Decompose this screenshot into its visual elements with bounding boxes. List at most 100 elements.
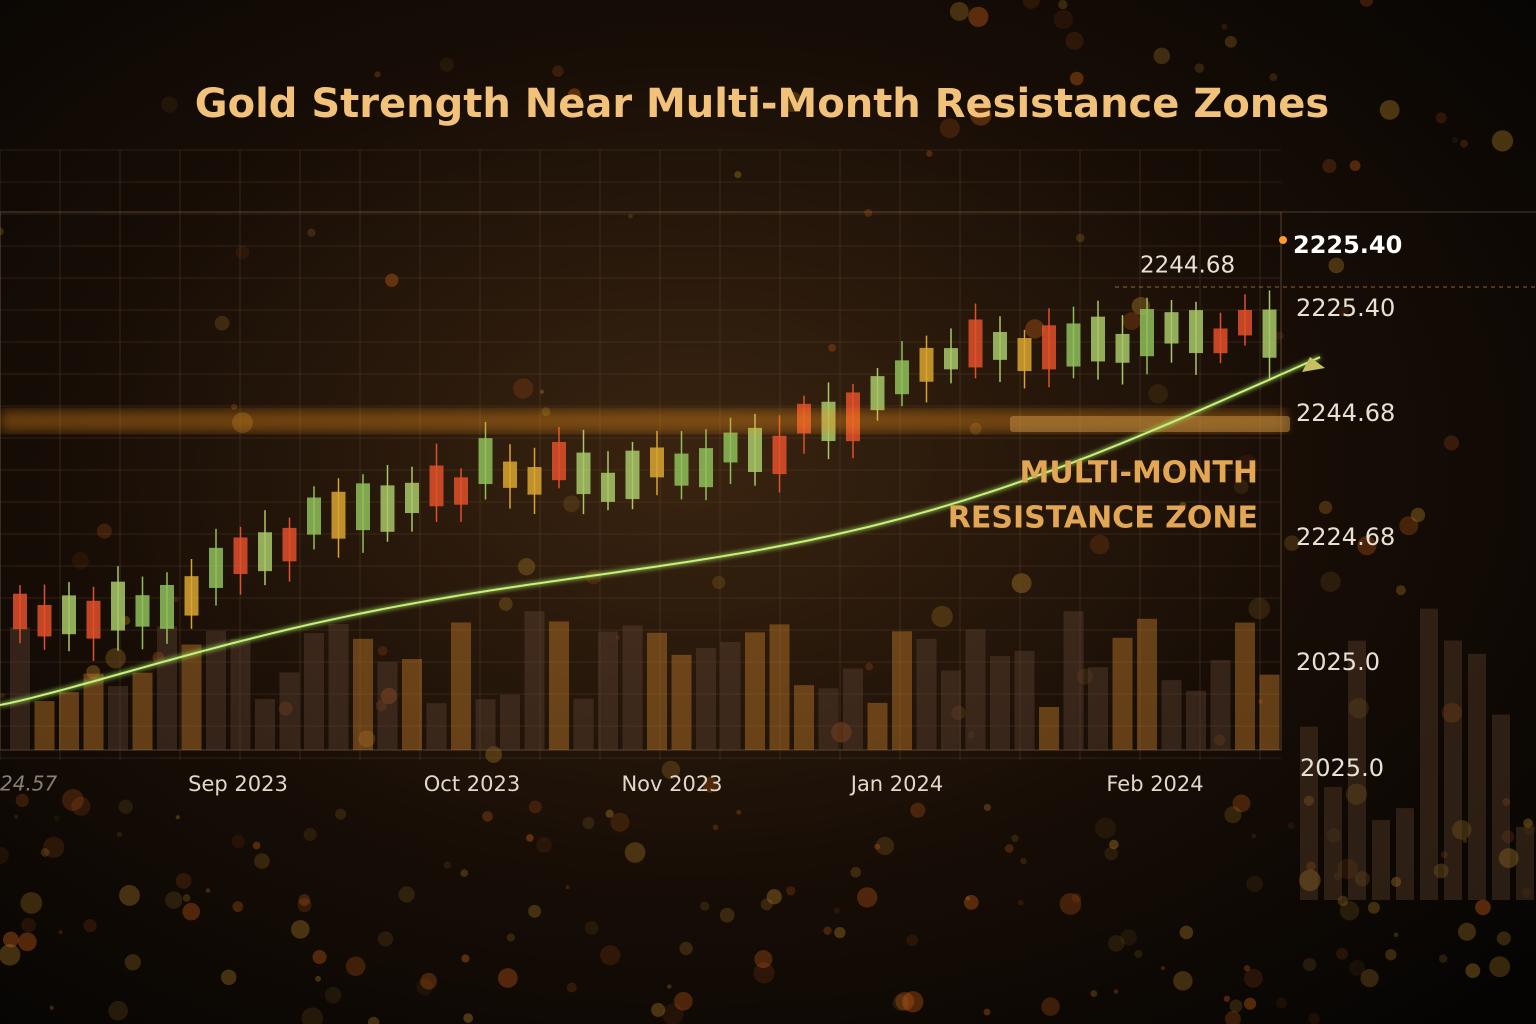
volume-bar [892, 631, 912, 750]
bokeh-dot [566, 982, 577, 993]
volume-bar [1112, 637, 1133, 750]
bokeh-dot [1011, 834, 1019, 843]
annotation: MULTI-MONTH [1020, 456, 1258, 491]
bokeh-dot [297, 898, 312, 913]
bokeh-dot [17, 932, 37, 952]
bokeh-dot [949, 2, 969, 21]
volume-bar [843, 668, 863, 750]
bokeh-dot [1224, 806, 1242, 824]
bokeh-dot [753, 962, 775, 984]
candle-body [233, 537, 248, 575]
bokeh-dot [1410, 507, 1426, 523]
volume-bar [108, 686, 128, 750]
candle-body [160, 584, 174, 629]
bokeh-dot [83, 919, 97, 933]
bokeh-dot [108, 1000, 129, 1021]
bokeh-dot [1322, 158, 1337, 174]
bokeh-dot [53, 815, 60, 821]
bokeh-dot [1320, 571, 1341, 592]
volume-bar [1444, 640, 1462, 900]
bokeh-dot [1232, 794, 1251, 813]
bokeh-dot [173, 596, 179, 603]
bokeh-dot [298, 894, 311, 906]
bokeh-dot [165, 891, 183, 909]
candle-body [380, 485, 395, 532]
bokeh-dot [1475, 899, 1491, 916]
bokeh-dot [377, 645, 388, 656]
bokeh-dot [781, 91, 803, 113]
bokeh-dot [1303, 795, 1315, 806]
bokeh-dot [231, 403, 238, 411]
bokeh-dot [1349, 160, 1361, 172]
volume-bar [1161, 680, 1182, 750]
bokeh-dot [380, 687, 398, 705]
bokeh-dot [175, 815, 180, 820]
bokeh-dot [0, 693, 5, 698]
volume-bar [1516, 826, 1534, 900]
candle-body [1189, 310, 1203, 354]
volume-bar [990, 655, 1010, 750]
bokeh-dot [1457, 922, 1476, 941]
bokeh-dot [1328, 257, 1345, 274]
bokeh-dot [1395, 585, 1406, 596]
bokeh-dot [1041, 997, 1060, 1016]
bokeh-dot [1489, 956, 1511, 978]
volume-bar [1210, 660, 1231, 750]
bokeh-dot [1462, 838, 1468, 843]
bokeh-dot [0, 944, 21, 966]
volume-bar [451, 622, 471, 750]
volume-bar [941, 670, 961, 750]
bokeh-dot [152, 651, 165, 664]
candle-body [331, 491, 346, 539]
volume-bar [279, 672, 300, 750]
bokeh-dot [712, 824, 719, 831]
bokeh-dot [119, 884, 140, 906]
bokeh-dot [850, 866, 862, 878]
volume-bar [867, 702, 888, 750]
axis-label: 2224.68 [1296, 523, 1395, 551]
volume-bar [475, 699, 496, 750]
candle-body [576, 452, 591, 495]
candle-body [307, 497, 321, 535]
candle-body [1115, 333, 1130, 363]
bokeh-dot [15, 793, 29, 808]
candle-body [723, 432, 738, 463]
bokeh-dot [528, 800, 542, 814]
bokeh-dot [1134, 949, 1143, 959]
bokeh-dot [214, 315, 230, 331]
volume-bar [1235, 622, 1255, 750]
bokeh-dot [375, 700, 387, 712]
bokeh-dot [674, 991, 693, 1011]
bokeh-dot [0, 227, 4, 236]
candle-body [1140, 309, 1154, 357]
bokeh-dot [312, 950, 327, 965]
bokeh-dot [40, 848, 50, 857]
bokeh-dot [1017, 899, 1024, 906]
bokeh-dot [1243, 997, 1257, 1010]
volume-bar [206, 630, 226, 750]
volume-bar [916, 638, 937, 750]
bokeh-dot [1339, 901, 1360, 921]
bokeh-dot [1251, 833, 1257, 839]
bokeh-dot [528, 904, 542, 918]
bokeh-dot [1337, 858, 1358, 880]
x-label: Jan 2024 [849, 772, 944, 796]
bokeh-dot [1348, 698, 1369, 719]
bokeh-dot [1306, 861, 1316, 871]
volumes [10, 608, 1534, 900]
volume-bar [696, 648, 716, 750]
bokeh-dot [736, 809, 742, 815]
bokeh-dot [254, 853, 270, 869]
bokeh-dot [14, 815, 19, 820]
volume-bar [622, 625, 643, 750]
x-label: Nov 2023 [621, 772, 722, 796]
bokeh-dot [565, 885, 570, 890]
bokeh-dot [1179, 501, 1187, 509]
bokeh-dot [1498, 848, 1519, 868]
volume-bar [157, 626, 177, 750]
bokeh-dot [1399, 516, 1419, 536]
candle-body [13, 593, 27, 630]
bokeh-dot [1391, 876, 1402, 887]
bokeh-dot [526, 834, 534, 842]
